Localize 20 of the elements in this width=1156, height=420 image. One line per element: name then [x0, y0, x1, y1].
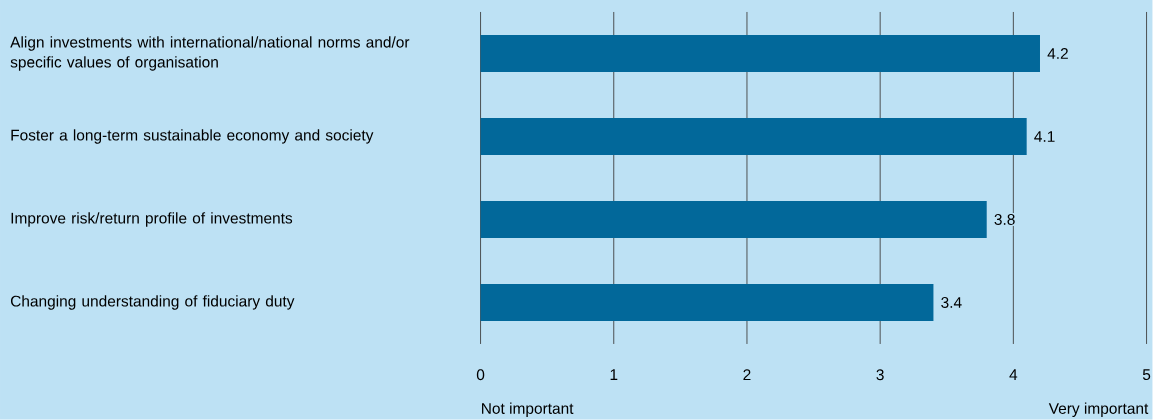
x-tick-label: 4	[1009, 369, 1018, 381]
data-label: 3.8	[994, 214, 1015, 226]
text: Very important	[1048, 402, 1149, 418]
data-label: 4.1	[1034, 131, 1055, 142]
bar	[480, 35, 1040, 73]
y-tick-label: Align investments with international/national norms and/or specific values of organisation	[10, 36, 410, 71]
y-tick-label: Improve risk/return profile of investments	[11, 212, 293, 227]
text: Not important	[482, 402, 574, 418]
bar	[480, 284, 934, 322]
x-tick-label: 1	[610, 369, 618, 381]
bar	[480, 201, 987, 239]
y-tick-label: Foster a long-term sustainable economy and society	[11, 129, 374, 144]
data-label: 3.4	[941, 297, 962, 309]
x-tick-label: 3	[876, 369, 884, 381]
x-tick-label: 2	[743, 369, 751, 381]
data-label: 4.2	[1047, 48, 1068, 59]
bar	[480, 118, 1027, 156]
x-tick-label: 0	[476, 369, 485, 381]
y-tick-label: Changing understanding of fiduciary duty	[10, 295, 295, 310]
x-tick-label: 5	[1142, 369, 1151, 381]
